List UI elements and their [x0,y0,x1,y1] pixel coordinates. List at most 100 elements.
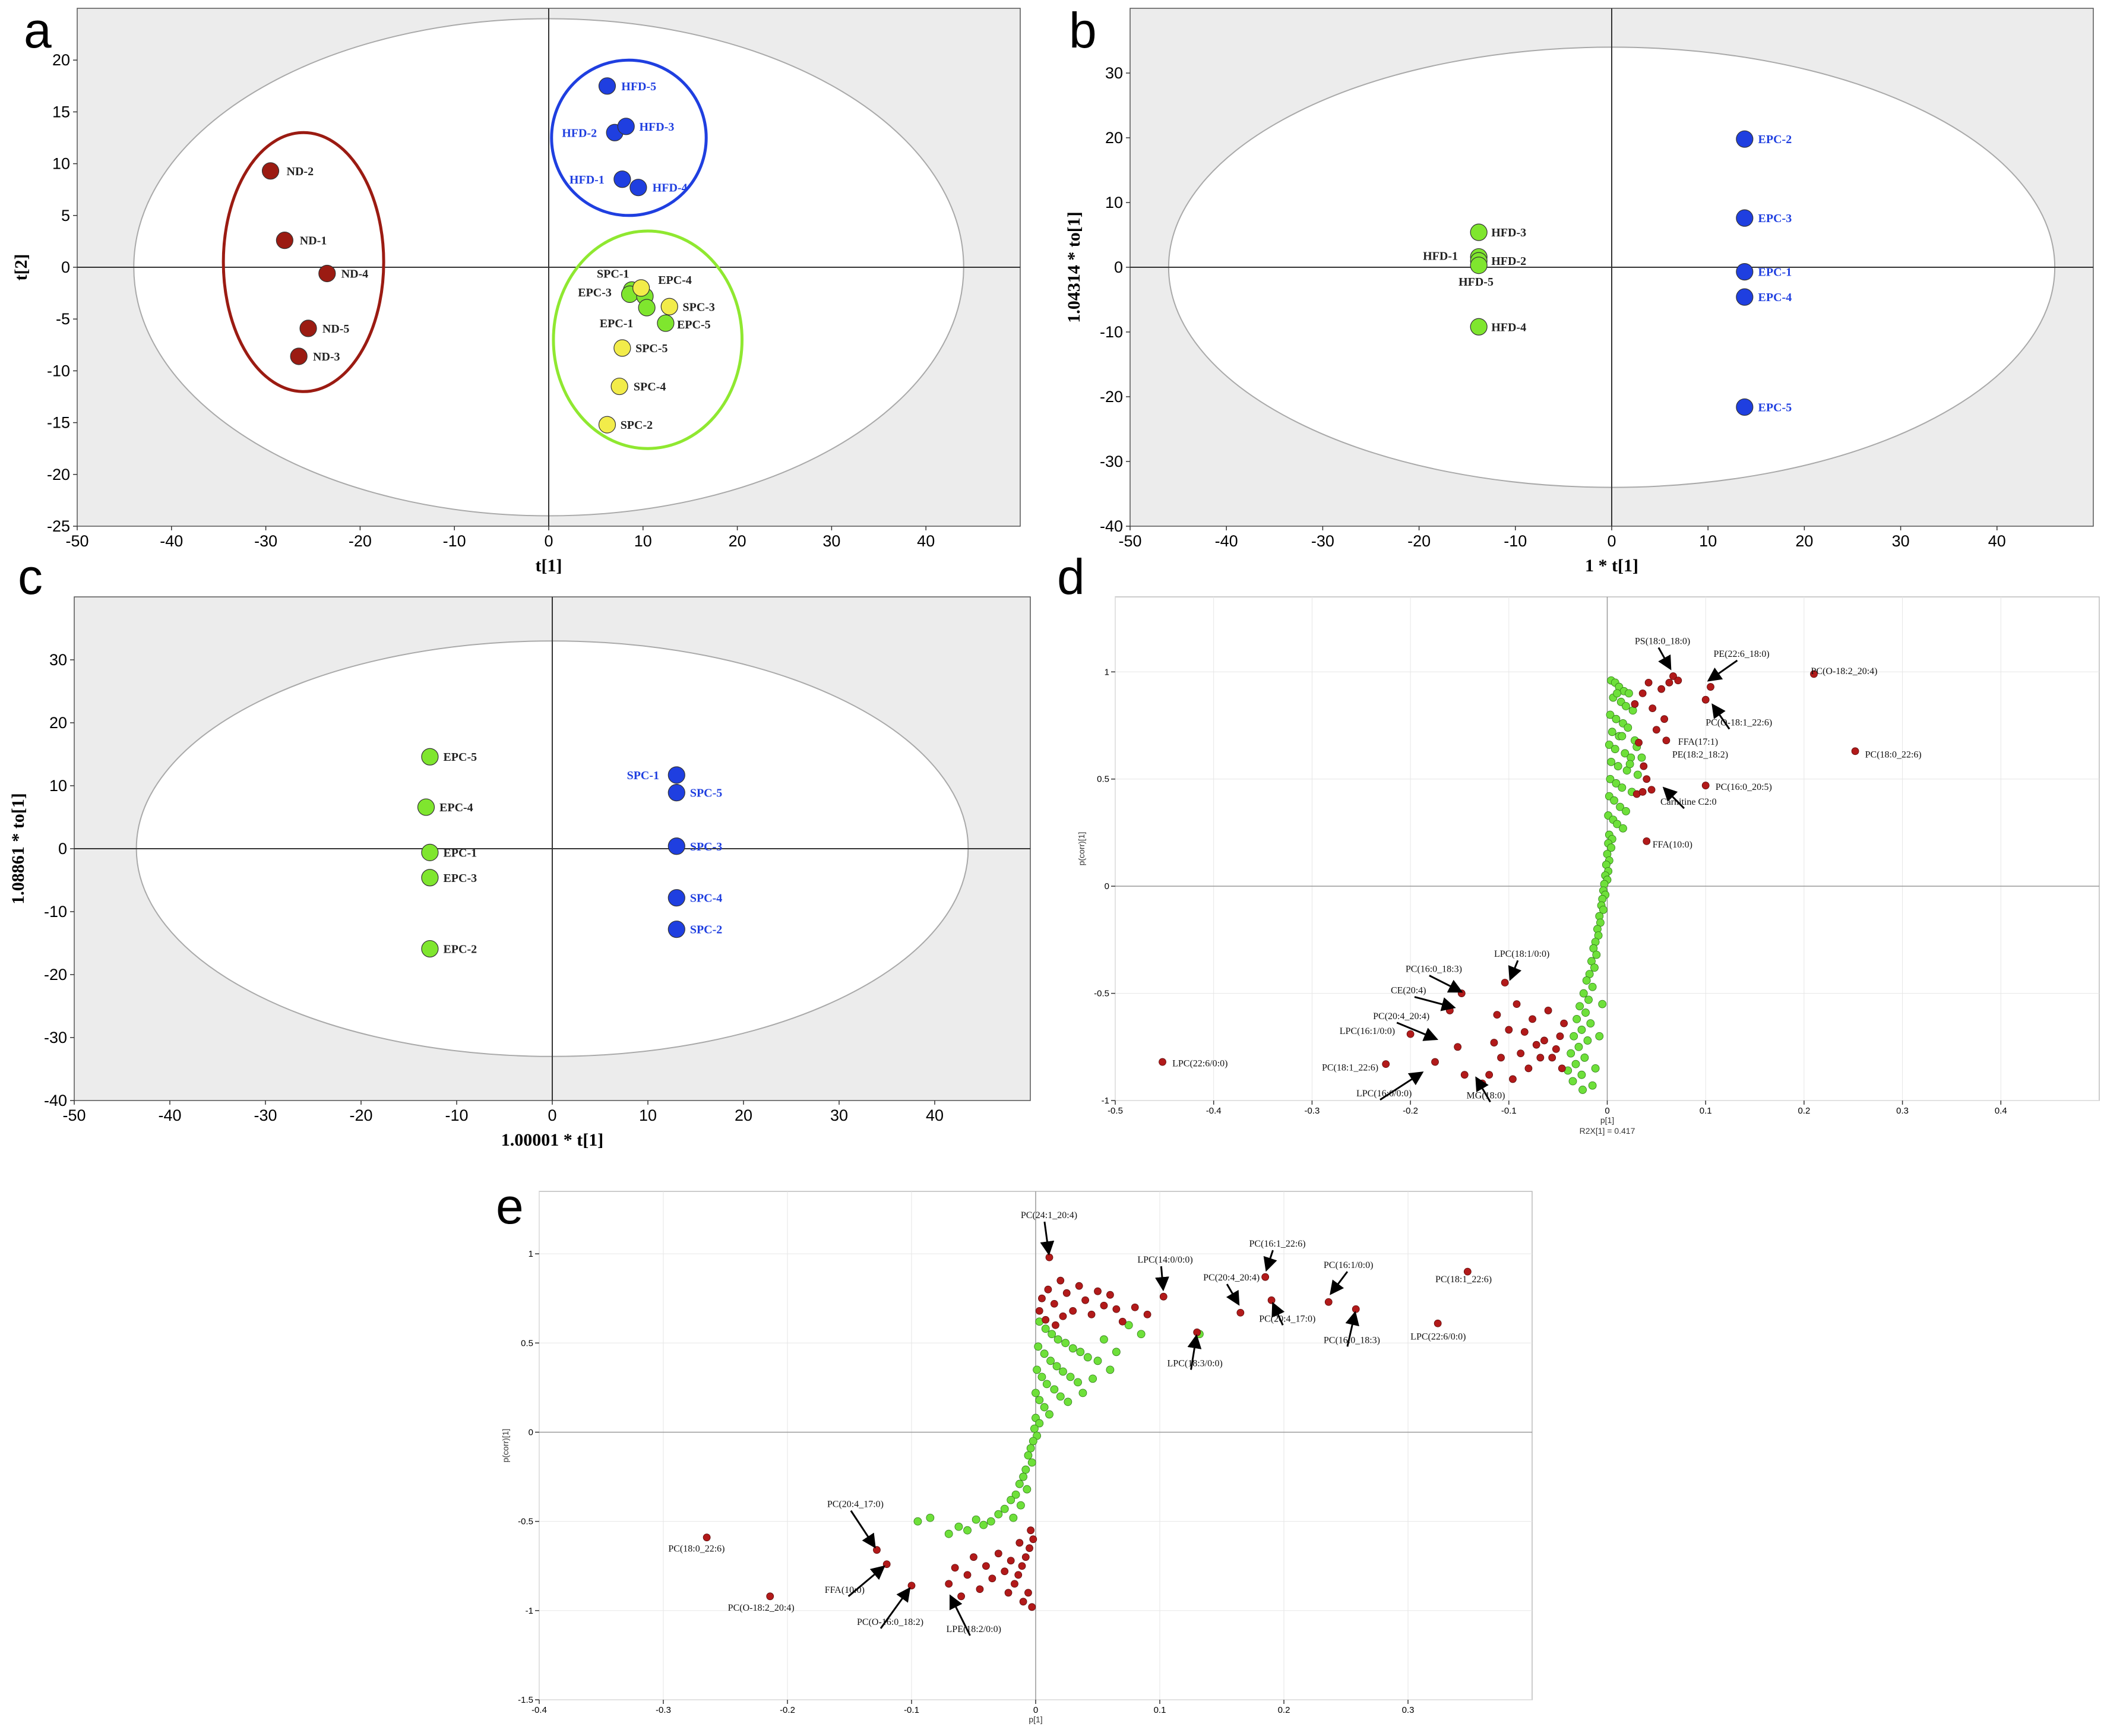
loading-point-green [1612,779,1621,788]
loading-point-green [1000,1504,1009,1513]
loading-point-red [1087,1310,1096,1318]
annotation-label: Carnitine C2:0 [1660,797,1717,807]
y-axis-title: p(corr)[1] [1077,832,1086,866]
loading-point-red [1560,1019,1568,1027]
annotation-arrow [847,1565,885,1597]
loading-point-red [1143,1310,1151,1318]
loading-point-green [1053,1335,1062,1344]
loading-point-green [1015,1479,1024,1488]
point-label-spc-2: SPC-2 [621,419,653,432]
loading-point-green [1076,1348,1085,1356]
annotation-arrow [1662,786,1685,809]
annotation-label: LPC(22:6/0:0) [1172,1058,1227,1068]
loading-point-red [1544,1007,1552,1014]
loading-point-green [1030,1424,1039,1433]
annotation-label: PC(16:0_20:5) [1716,782,1772,792]
loading-point-red [1493,1011,1501,1019]
loading-point-green [1027,1458,1036,1467]
x-tick-label-0: -50 [1118,532,1141,550]
annotation-arrow [879,1587,911,1629]
annotation-label: PC(16:1/0:0) [1324,1260,1374,1270]
annotation-label: PC(20:4_20:4) [1203,1273,1260,1283]
x-tick-label-7: 20 [735,1106,752,1124]
loading-point-green [1588,982,1597,991]
loading-point-green [1033,1365,1041,1374]
panel-letter-c: c [18,549,43,605]
loading-point-green [1078,1389,1087,1397]
score-point-spc-3 [660,298,678,315]
y-axis-title: 1.04314 * to[1] [1064,211,1084,322]
point-label-spc-5: SPC-5 [635,342,667,355]
y-axis-title: t[2] [11,254,31,281]
loading-point-green [1089,1374,1097,1383]
loading-point-green [1610,796,1618,805]
loading-point-green [1046,1356,1055,1365]
loading-point-green [1579,989,1588,998]
loading-point-red [1431,1058,1439,1066]
loading-point-red [1062,1289,1071,1297]
loading-point-red [703,1533,711,1542]
score-point-nd-3 [290,347,308,365]
loading-point-green [1611,745,1619,754]
loading-point-green [1606,774,1615,783]
annotation-arrow [949,1594,971,1636]
point-label-spc-1: SPC-1 [597,267,629,280]
loading-point-red [1707,683,1714,691]
x-tick-label-3: -20 [349,1106,372,1124]
annotation-arrow [1330,1271,1349,1295]
x-tick-label-5: 0 [544,532,553,550]
annotation-label: PC(O-18:2_20:4) [1811,666,1877,676]
panel-letter-b: b [1069,2,1097,58]
annotation-arrow [1429,975,1463,993]
y-tick-label-3: -10 [44,903,67,921]
loading-point-red [1056,1276,1065,1285]
loading-point-green [1045,1410,1053,1419]
x-tick-label-2: -0.2 [780,1705,795,1715]
annotation-arrow [1508,960,1522,981]
point-label-epc-5: EPC-5 [1758,401,1792,414]
loading-point-red [1011,1580,1018,1588]
loading-point-red [1460,1071,1469,1079]
loading-point-red [1540,1036,1548,1045]
x-tick-label-9: 40 [1988,532,2006,550]
loading-point-red [1106,1291,1114,1299]
annotation-label: FFA(10:0) [825,1585,865,1595]
point-label-hfd-2: HFD-2 [1491,255,1526,268]
loading-point-red [1014,1571,1023,1579]
loading-point-red [1044,1285,1052,1294]
loading-point-green [1590,963,1599,972]
loading-point-red [1001,1567,1009,1576]
score-point-hfd-5 [598,77,616,95]
x-tick-label-3: -0.2 [1403,1106,1418,1116]
y-tick-label-4: 0 [1114,258,1123,276]
y-tick-label-7: 10 [52,155,70,173]
score-point-hfd-1 [613,170,631,188]
loading-point-red [1558,1064,1566,1073]
x-tick-label-2: -30 [254,1106,277,1124]
loading-point-green [1040,1403,1049,1412]
loading-point-green [1059,1367,1067,1376]
loading-point-red [1445,1007,1454,1014]
loading-point-green [1577,1026,1586,1034]
score-point-epc-4 [1736,288,1754,306]
loading-point-green [1583,1036,1592,1045]
point-label-spc-4: SPC-4 [634,381,666,394]
loading-point-red [951,1564,959,1572]
loading-point-green [1637,753,1646,762]
x-axis-title: t[1] [536,556,562,575]
annotation-arrow [1380,1071,1424,1101]
score-point-spc-4 [632,279,650,297]
y-tick-label-6: 20 [49,714,67,732]
loading-point-green [1613,820,1621,829]
x-tick-label-3: -20 [349,532,372,550]
point-label-epc-5: EPC-5 [677,318,711,331]
y-tick-label-1: -30 [1100,453,1123,470]
x-tick-label-8: 30 [830,1106,848,1124]
annotation-arrow [1707,659,1738,682]
loading-point-green [1606,710,1615,719]
annotation-label: FFA(17:1) [1678,737,1718,747]
x-tick-label-8: 30 [822,532,840,550]
loading-point-red [907,1582,916,1590]
y-tick-label-7: 30 [1105,64,1123,82]
